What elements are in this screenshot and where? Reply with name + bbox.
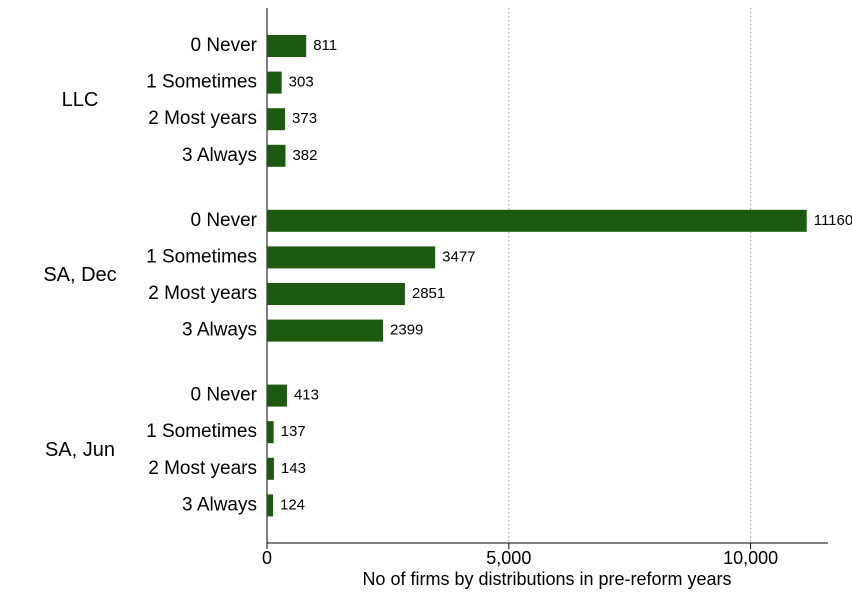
category-label: 3 Always	[182, 494, 257, 515]
category-label: 1 Sometimes	[146, 246, 257, 267]
value-label: 2399	[390, 322, 423, 339]
category-label: 2 Most years	[148, 458, 257, 479]
category-label: 1 Sometimes	[146, 72, 257, 93]
bar	[267, 283, 405, 305]
bar	[267, 209, 807, 232]
bar	[267, 494, 273, 517]
value-label: 2851	[412, 285, 445, 302]
category-label: 3 Always	[182, 320, 257, 341]
category-label: 3 Always	[182, 145, 257, 166]
value-label: 3477	[442, 248, 475, 265]
value-label: 811	[313, 37, 337, 54]
bar	[267, 144, 286, 167]
bar	[267, 384, 287, 407]
value-label: 11160	[814, 212, 852, 229]
category-label: 2 Most years	[148, 108, 257, 129]
bar	[267, 35, 307, 57]
value-label: 382	[292, 147, 317, 164]
value-label: 413	[294, 387, 319, 404]
bar	[267, 246, 436, 269]
value-label: 303	[289, 74, 314, 91]
group-label: SA, Dec	[43, 264, 116, 286]
bar	[267, 108, 286, 131]
x-axis-label: No of firms by distributions in pre-refo…	[362, 569, 731, 589]
value-label: 137	[281, 423, 306, 440]
bar	[267, 457, 274, 480]
bar	[267, 71, 282, 94]
x-tick-label: 5,000	[486, 548, 531, 568]
category-label: 2 Most years	[148, 283, 257, 304]
x-tick-label: 0	[262, 548, 272, 568]
group-label: LLC	[62, 89, 99, 111]
group-label: SA, Jun	[45, 439, 115, 461]
bar	[267, 421, 274, 444]
category-label: 0 Never	[190, 210, 257, 231]
category-label: 1 Sometimes	[146, 421, 257, 442]
category-label: 0 Never	[190, 35, 257, 56]
category-label: 0 Never	[190, 385, 257, 406]
x-tick-label: 10,000	[723, 548, 778, 568]
bar	[267, 319, 384, 342]
value-label: 124	[280, 496, 305, 513]
value-label: 143	[281, 460, 306, 477]
value-label: 373	[292, 110, 317, 127]
